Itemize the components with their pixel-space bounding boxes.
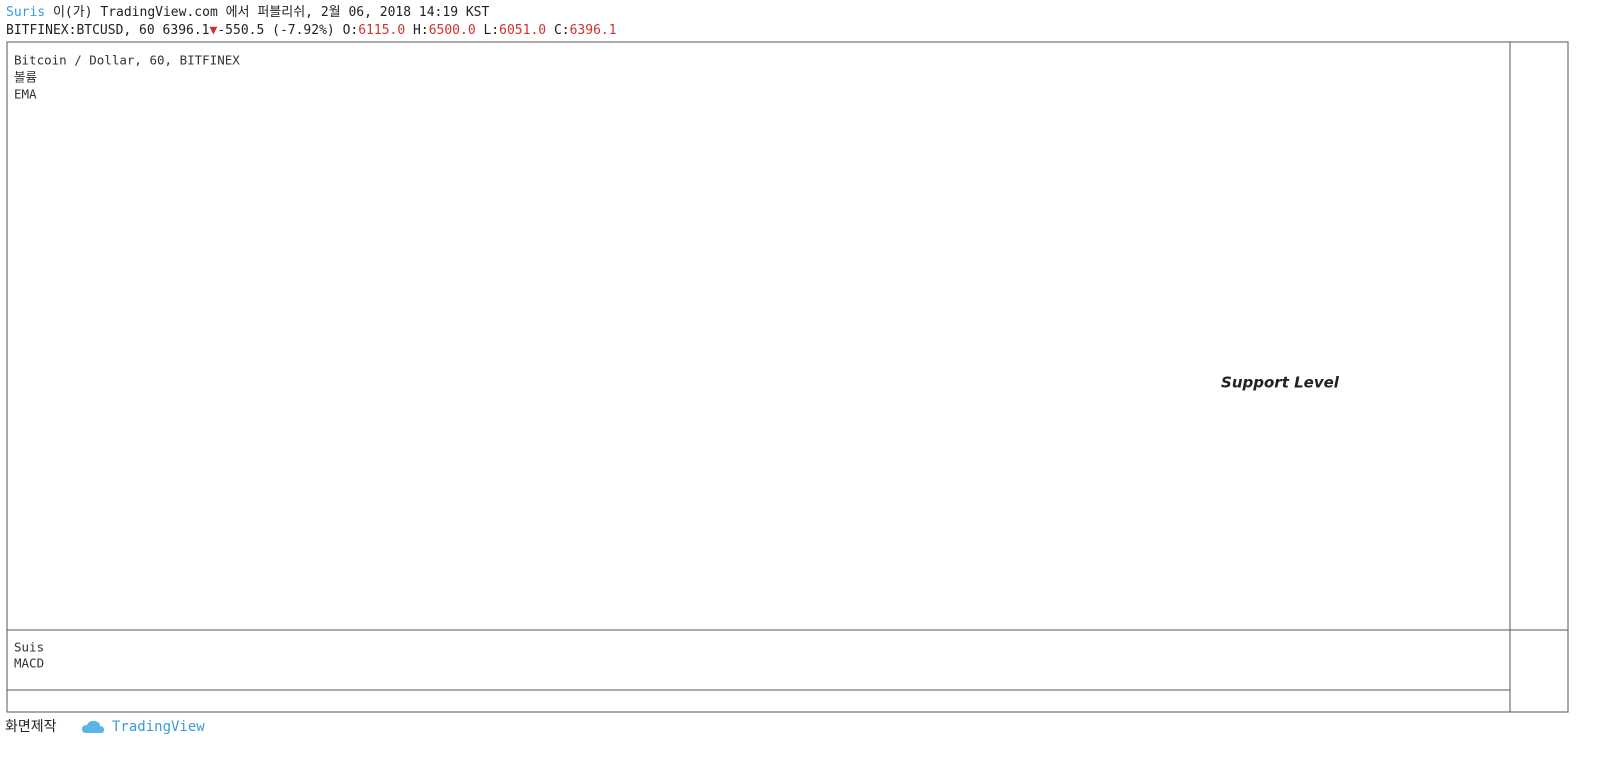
- footer-brand[interactable]: TradingView: [112, 719, 205, 735]
- published: 이(가) TradingView.com 에서 퍼블리쉬, 2월 06, 201…: [52, 5, 490, 20]
- open: 6115.0: [358, 23, 406, 38]
- last: 6396.1: [162, 23, 210, 38]
- arrow: ▼: [209, 23, 218, 38]
- indicator-author: Suis: [14, 640, 44, 655]
- legend-ema: EMA: [14, 87, 37, 102]
- author[interactable]: Suris: [6, 5, 46, 20]
- frame: [6, 41, 1569, 713]
- legend-title: Bitcoin / Dollar, 60, BITFINEX: [14, 53, 240, 68]
- legend-volume: 볼륨: [14, 70, 37, 85]
- high: 6500.0: [428, 23, 476, 38]
- logo-icon: [82, 720, 104, 733]
- l-label: L:: [483, 23, 500, 38]
- o-label: O:: [342, 23, 359, 38]
- symbol: BITFINEX:BTCUSD, 60: [6, 23, 155, 38]
- header-line-2: BITFINEX:BTCUSD, 60 6396.1▼-550.5 (-7.92…: [6, 22, 617, 40]
- header: Suris 이(가) TradingView.com 에서 퍼블리쉬, 2월 0…: [6, 4, 617, 40]
- low: 6051.0: [499, 23, 547, 38]
- close: 6396.1: [569, 23, 617, 38]
- footer-left: 화면제작: [5, 719, 57, 735]
- h-label: H:: [413, 23, 429, 38]
- indicator-name: MACD: [14, 656, 44, 671]
- c-label: C:: [553, 23, 570, 38]
- change: -550.5 (-7.92%): [217, 23, 335, 38]
- annotation: Support Level: [1221, 374, 1340, 392]
- header-line-1: Suris 이(가) TradingView.com 에서 퍼블리쉬, 2월 0…: [6, 4, 617, 22]
